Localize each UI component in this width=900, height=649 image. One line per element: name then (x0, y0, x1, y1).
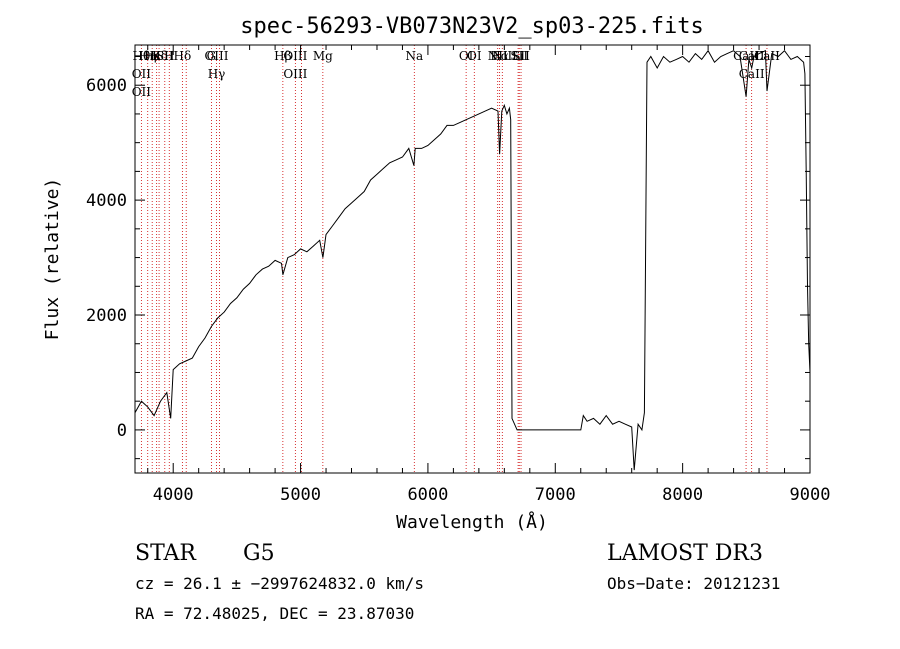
line-marker-label: CaII (739, 49, 765, 63)
line-marker-label: OI (467, 49, 482, 63)
line-marker-label: OII (132, 67, 152, 81)
line-marker-label: SII (156, 49, 174, 63)
x-tick-label: 9000 (790, 485, 831, 505)
spectrum-line (134, 49, 811, 471)
y-tick-label: 0 (117, 421, 127, 441)
ra-dec-line: RA = 72.48025, DEC = 23.87030 (135, 604, 414, 623)
line-marker-label: Hε (144, 49, 161, 63)
x-axis-ticks: 4000 5000 6000 7000 8000 9000 (147, 45, 831, 505)
line-marker-label: Hβ (274, 49, 291, 63)
line-marker-label: OIII (283, 49, 307, 63)
y-axis-ticks: 0 2000 4000 6000 (86, 55, 810, 460)
line-marker-label: OI (459, 49, 474, 63)
y-axis-title: Flux (relative) (42, 178, 63, 341)
line-marker-label: Hθ (133, 49, 151, 63)
line-marker-label: SII (510, 49, 528, 63)
object-class: STAR (135, 541, 197, 566)
x-tick-label: 7000 (535, 485, 576, 505)
chart-title: spec-56293-VB073N23V2_sp03-225.fits (240, 14, 704, 39)
y-tick-label: 2000 (86, 306, 127, 326)
obs-date: Obs−Date: 20121231 (607, 574, 780, 593)
line-marker-label: NII (488, 49, 508, 63)
line-marker-label: Hδ (174, 49, 192, 63)
y-tick-label: 6000 (86, 76, 127, 96)
line-marker-label: Hα (490, 49, 509, 63)
line-marker-label: OIII (204, 49, 228, 63)
line-marker-label: OIII (283, 67, 307, 81)
line-marker-label: OII (132, 85, 152, 99)
line-marker-label: Mg (313, 49, 333, 63)
x-tick-label: 4000 (153, 485, 194, 505)
x-tick-label: 5000 (280, 485, 321, 505)
line-marker-label: NII (492, 49, 512, 63)
line-marker-label: Na (405, 49, 423, 63)
line-marker-label: G (207, 49, 217, 63)
line-marker-label: Hγ (208, 67, 226, 81)
x-axis-title: Wavelength (Å) (396, 511, 548, 533)
x-tick-label: 6000 (407, 485, 448, 505)
x-tick-label: 8000 (662, 485, 703, 505)
line-marker-label: Li (512, 49, 524, 63)
line-marker-label: H (164, 49, 174, 63)
line-marker-label: CaII (739, 67, 765, 81)
line-marker-label: Hη (139, 49, 157, 63)
line-marker-label: Hδ (150, 49, 168, 63)
redshift-line: cz = 26.1 ± −2997624832.0 km/s (135, 574, 424, 593)
line-marker-label: CaII (733, 49, 759, 63)
y-tick-label: 4000 (86, 191, 127, 211)
object-subclass: G5 (243, 541, 275, 566)
line-marker-label: K (152, 49, 162, 63)
survey-name: LAMOST DR3 (607, 541, 763, 566)
line-marker-label: SII (512, 49, 530, 63)
plot-frame (134, 44, 811, 474)
line-markers (140, 45, 768, 473)
